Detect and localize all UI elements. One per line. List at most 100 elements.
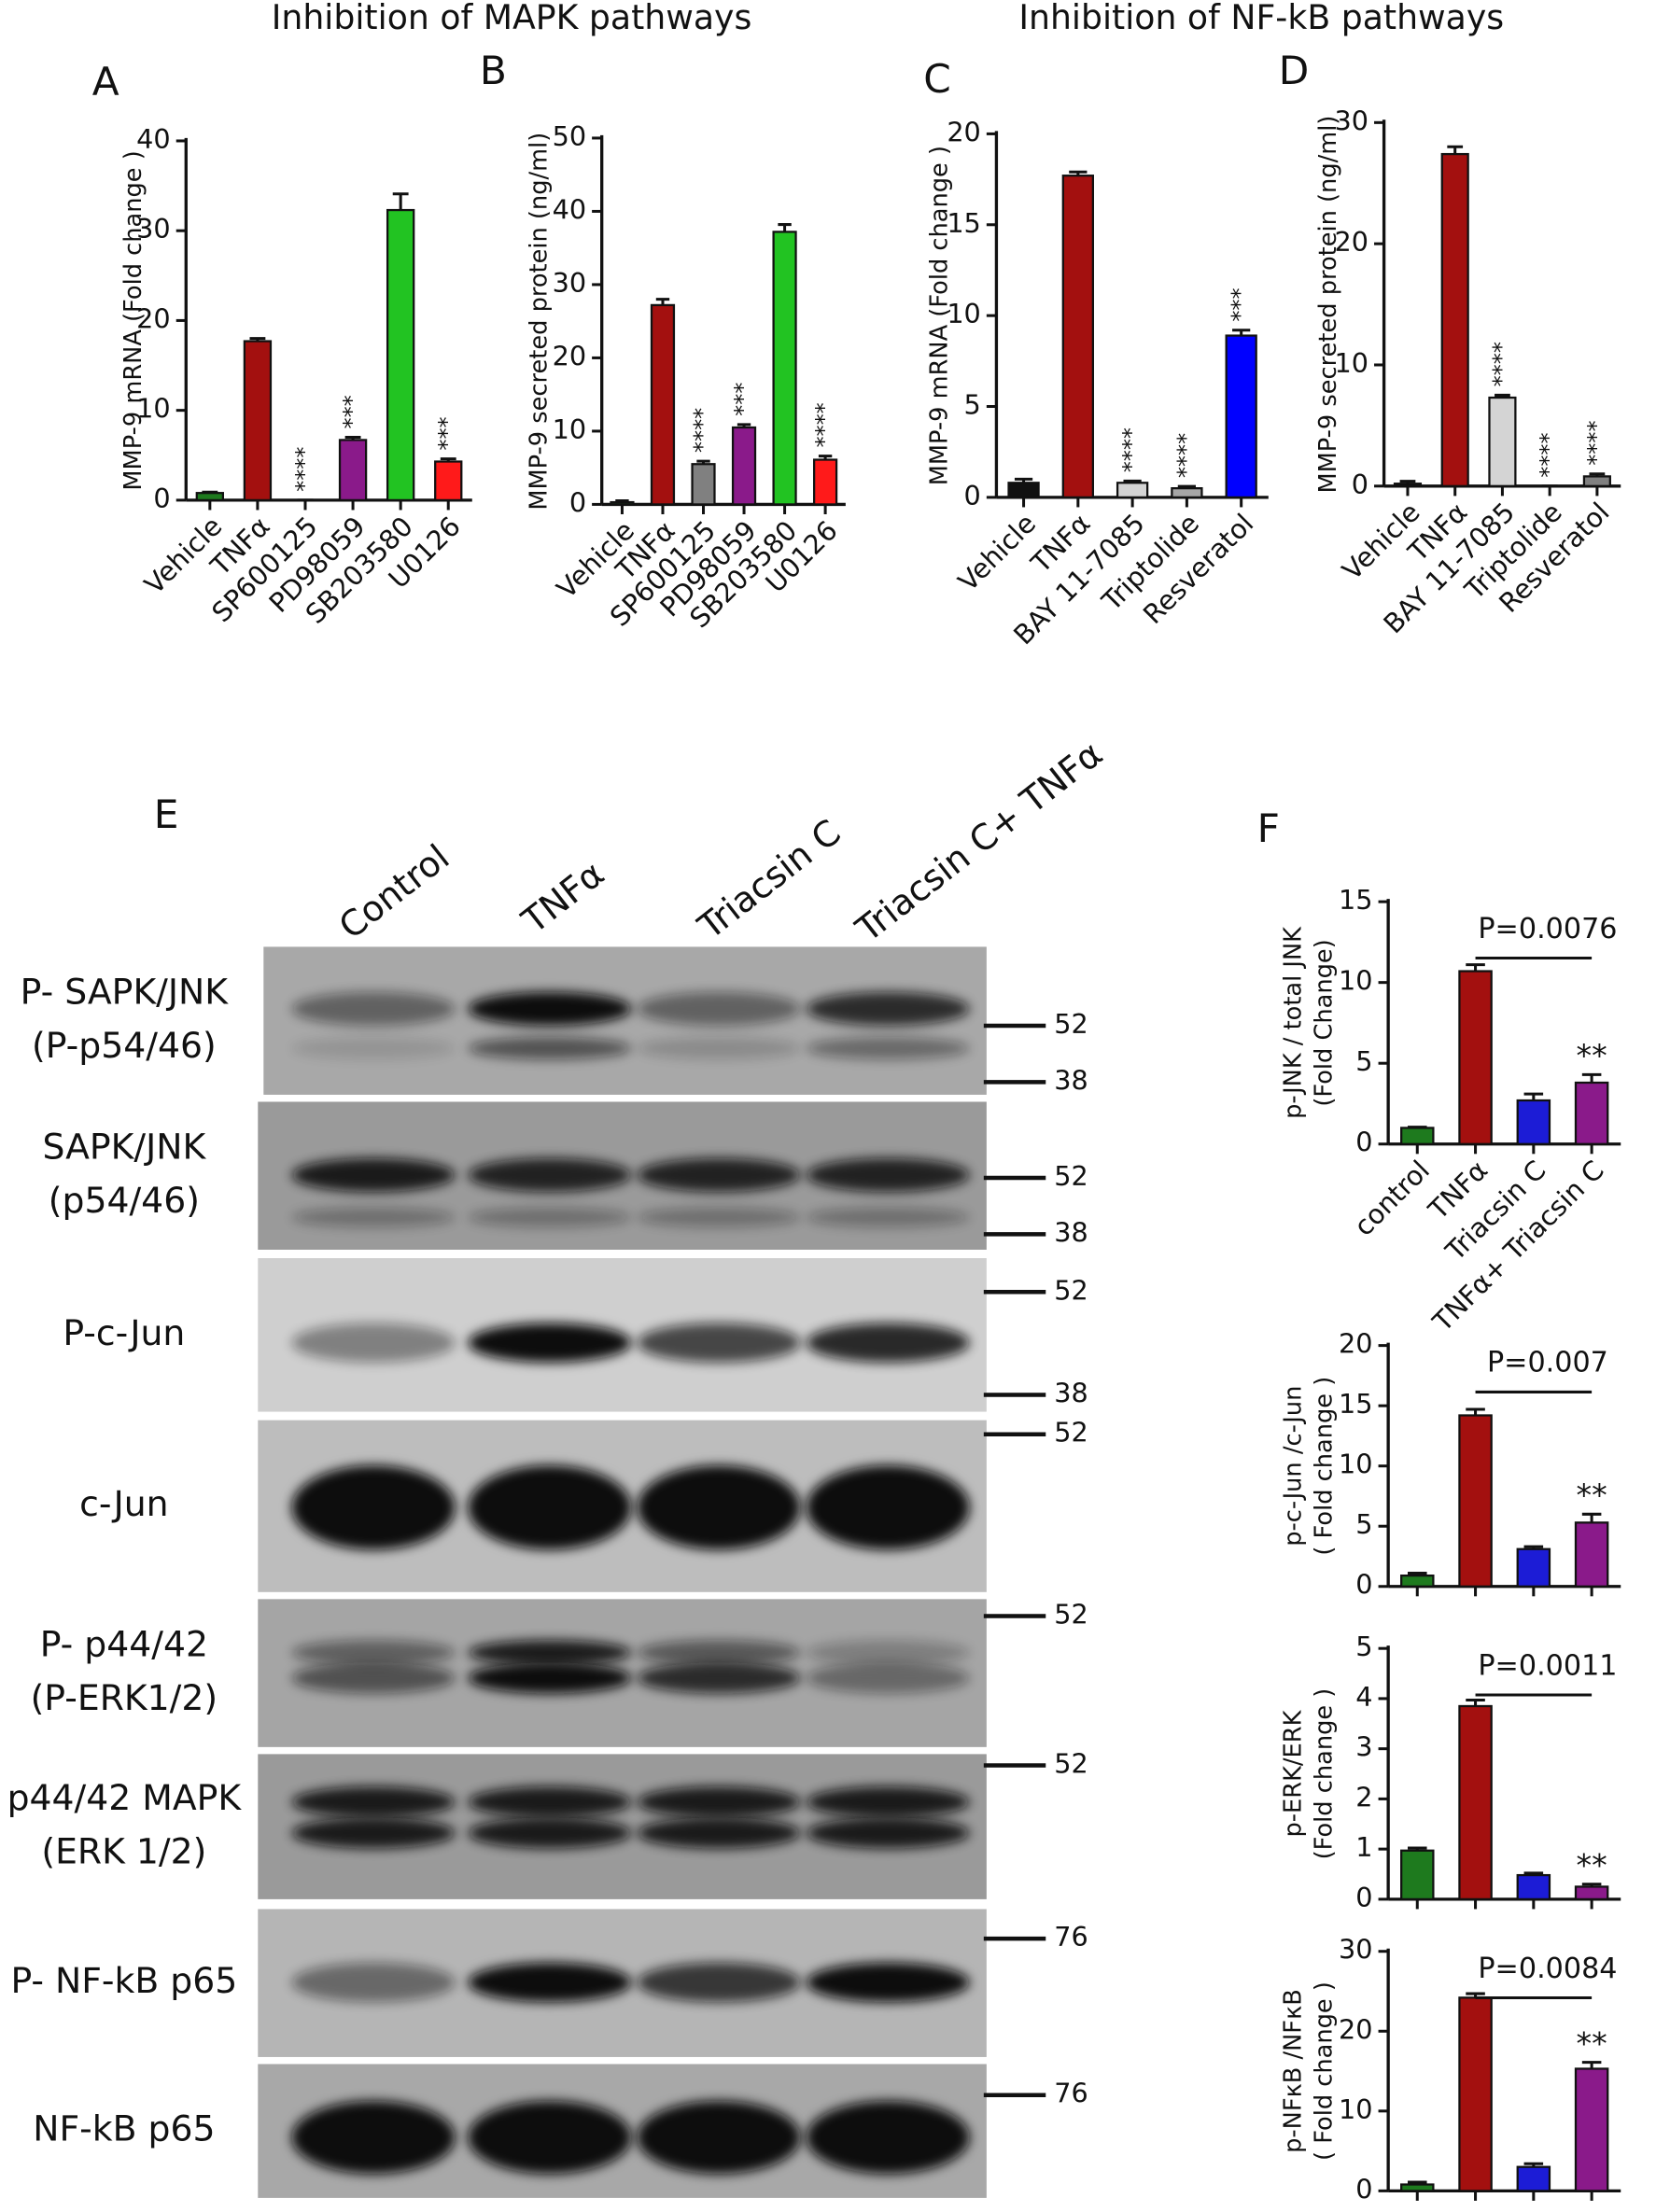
blot-band — [291, 1207, 456, 1227]
blot-band — [806, 1817, 970, 1849]
row-label: p44/42 MAPK — [7, 1777, 243, 1818]
y-tick-label: 0 — [1355, 1882, 1372, 1913]
error-bar — [344, 436, 361, 441]
error-bar — [1581, 1883, 1602, 1887]
y-tick-label: 15 — [947, 207, 980, 239]
panel-letter: D — [1279, 48, 1310, 93]
y-axis-label: (Fold Change) — [1311, 939, 1339, 1106]
y-axis-label: p-c-Jun /c-Jun — [1279, 1386, 1307, 1547]
y-tick-label: 5 — [1355, 1045, 1372, 1077]
p-value: P=0.0011 — [1478, 1649, 1617, 1682]
mw-label: 52 — [1054, 1008, 1088, 1040]
lane-label: Triacsin C — [690, 811, 849, 947]
significance: ** — [1577, 1477, 1607, 1514]
significance: ** — [1577, 1038, 1607, 1074]
bar — [1440, 152, 1469, 487]
row-label: c-Jun — [79, 1483, 168, 1524]
row-label: P-c-Jun — [63, 1312, 185, 1353]
bar — [1007, 482, 1040, 499]
mw-label: 52 — [1054, 1417, 1088, 1449]
blot-band — [806, 991, 970, 1026]
bar — [386, 208, 415, 502]
y-tick-label: 0 — [1355, 2173, 1372, 2205]
blot-band — [806, 1962, 970, 2003]
y-tick-label: 15 — [1339, 1388, 1372, 1420]
mw-label: 52 — [1054, 1747, 1088, 1779]
row-label: SAPK/JNK — [42, 1127, 206, 1168]
p-value: P=0.007 — [1487, 1347, 1608, 1379]
bar — [1458, 1414, 1493, 1588]
y-axis-label: ( Fold change ) — [1311, 1377, 1339, 1556]
bar — [610, 500, 635, 506]
blot-band — [637, 1962, 801, 2003]
y-axis-label: MMP-9 secreted protein (ng/ml) — [526, 133, 554, 511]
blot-band — [468, 1962, 632, 2003]
row-label: P- SAPK/JNK — [21, 971, 230, 1012]
blot-band — [468, 1207, 632, 1227]
bar — [1393, 483, 1423, 487]
error-bar — [1408, 1846, 1427, 1851]
bar — [772, 231, 797, 506]
bar — [1400, 1849, 1435, 1901]
error-bar — [615, 498, 629, 503]
blot-band — [468, 1464, 632, 1550]
bar — [1061, 175, 1094, 499]
row-label: (ERK 1/2) — [41, 1830, 206, 1871]
y-tick-label: 4 — [1355, 1681, 1372, 1713]
y-tick-label: 30 — [553, 267, 586, 299]
bar — [1516, 1873, 1551, 1901]
bar — [1400, 1575, 1435, 1588]
p-value: P=0.0084 — [1478, 1953, 1617, 1985]
error-bar — [1581, 1512, 1602, 1523]
bar — [650, 303, 676, 506]
y-tick-label: 0 — [569, 486, 586, 518]
panel-letter: B — [480, 48, 507, 93]
blot-band — [468, 1640, 632, 1666]
blot-band — [637, 1662, 801, 1694]
y-tick-label: 20 — [1339, 2013, 1372, 2045]
panel-letter: C — [923, 56, 951, 102]
row-label: P- NF-kB p65 — [10, 1960, 237, 2001]
blot-band — [468, 2100, 632, 2175]
blot-band — [637, 1786, 801, 1818]
y-tick-label: 1 — [1355, 1831, 1372, 1863]
bar — [1582, 475, 1611, 487]
bar — [1516, 1099, 1551, 1145]
blot-band — [806, 1323, 970, 1363]
blot-band — [291, 1662, 456, 1694]
bar — [1516, 2165, 1551, 2192]
bar — [1458, 1996, 1493, 2192]
y-tick-label: 20 — [947, 116, 980, 147]
lane-label: Control — [331, 836, 457, 947]
y-tick-label: 40 — [553, 193, 586, 225]
blot-band — [806, 1207, 970, 1227]
significance: **** — [1488, 342, 1514, 386]
error-bar — [1466, 1699, 1485, 1706]
error-bar — [1447, 145, 1464, 155]
blot-band — [637, 1817, 801, 1849]
blot-band — [291, 1157, 456, 1193]
blot-band — [291, 1640, 456, 1666]
lane-label: Triacsin C+ TNFα — [848, 733, 1110, 950]
lane-label: TNFα — [513, 853, 611, 943]
error-bar — [1581, 2061, 1602, 2069]
y-tick-label: 0 — [1352, 469, 1368, 500]
bar — [1116, 482, 1149, 499]
error-bar — [778, 223, 792, 232]
error-bar — [440, 457, 456, 462]
y-tick-label: 10 — [1339, 2093, 1372, 2125]
panel-letter: F — [1257, 805, 1280, 851]
error-bar — [1589, 472, 1606, 477]
heading: Inhibition of MAPK pathways — [272, 0, 752, 37]
y-tick-label: 0 — [153, 483, 170, 514]
row-label: NF-kB p65 — [33, 2108, 215, 2149]
heading: Inhibition of NF-kB pathways — [1018, 0, 1504, 37]
significance: ** — [1577, 2025, 1607, 2062]
blot-band — [637, 1323, 801, 1363]
y-tick-label: 10 — [136, 393, 170, 425]
y-tick-label: 40 — [136, 123, 170, 155]
y-tick-label: 50 — [553, 120, 586, 152]
y-tick-label: 10 — [553, 413, 586, 445]
mw-label: 38 — [1054, 1216, 1088, 1248]
y-axis-label: p-JNK / total JNK — [1279, 926, 1307, 1119]
